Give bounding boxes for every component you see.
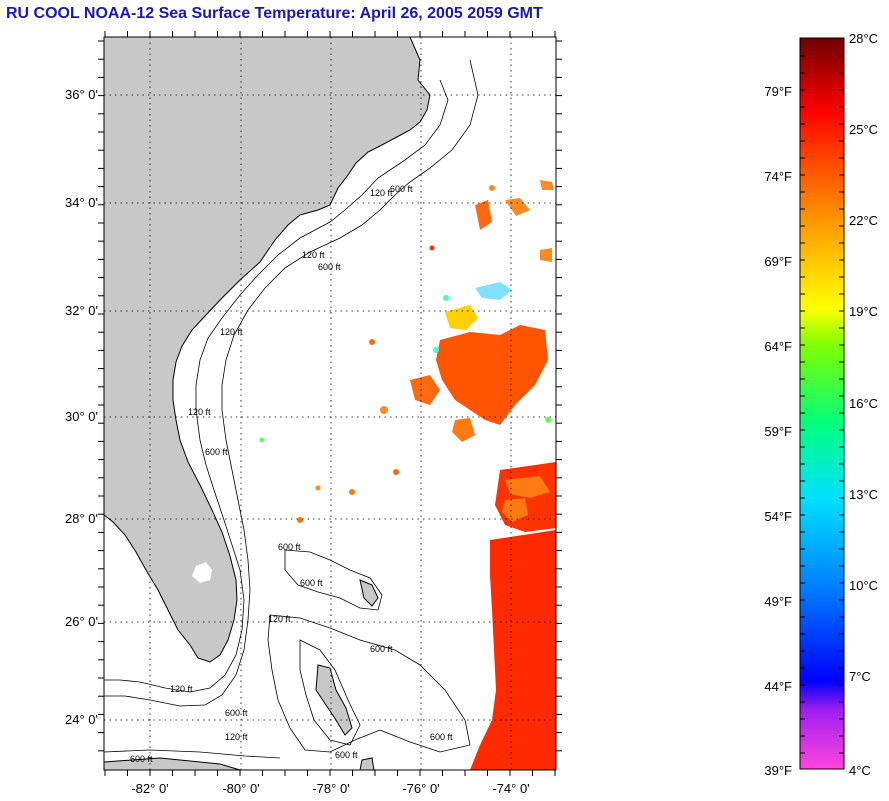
isobath-label: 120 ft [370,188,393,198]
land-cuba-edge [104,757,241,770]
lat-label: 28° 0' [65,511,98,526]
isobath-label: 600 ft [300,578,323,588]
isobath-label: 120 ft [188,407,211,417]
isobath-label: 600 ft [205,447,228,457]
colorbar-ticks [800,55,844,754]
isobath-label: 120 ft [170,684,193,694]
colorbar-c-label: 13°C [849,487,878,502]
colorbar-f-label: 54°F [764,509,792,524]
colorbar-c-label: 19°C [849,304,878,319]
lat-label: 32° 0' [65,303,98,318]
isobath-label: 600 ft [430,732,453,742]
lake-okeechobee [192,562,212,583]
colorbar-f-label: 59°F [764,424,792,439]
lon-label: -80° 0' [222,781,259,796]
land-us-coast [104,37,431,663]
lat-label: 36° 0' [65,87,98,102]
isobath-label: 600 ft [370,644,393,654]
isobath-label: 600 ft [278,542,301,552]
colorbar-c-label: 7°C [849,669,871,684]
isobath-label: 600 ft [130,754,153,764]
colorbar-c-label: 4°C [849,763,871,778]
colorbar-f-label: 44°F [764,679,792,694]
isobath-label: 120 ft [220,327,243,337]
lon-label: -78° 0' [312,781,349,796]
isobath-label: 600 ft [390,184,413,194]
lat-label: 24° 0' [65,712,98,727]
sst-data-layer [259,180,556,770]
colorbar-f-label: 69°F [764,254,792,269]
isobath-label: 120 ft [302,250,325,260]
land-bahamas-south [359,757,375,770]
lon-label: -76° 0' [402,781,439,796]
colorbar-c-label: 25°C [849,122,878,137]
land-bahamas-abaco [359,579,379,607]
isobath-label: 120 ft [268,614,291,624]
lat-label: 26° 0' [65,614,98,629]
isobath-label: 600 ft [225,708,248,718]
colorbar-c-label: 28°C [849,31,878,46]
isobath-bahamas-2 [267,614,471,753]
isobath-600ft [104,59,479,707]
isobath-label: 120 ft [225,732,248,742]
colorbar-f-label: 39°F [764,763,792,778]
axis-ticks [98,31,562,776]
colorbar [799,37,845,770]
lat-label: 34° 0' [65,195,98,210]
isobath-120ft [104,79,449,693]
colorbar-f-label: 49°F [764,594,792,609]
colorbar-c-label: 22°C [849,213,878,228]
isobath-keys [104,749,281,759]
lon-label: -74° 0' [492,781,529,796]
lon-label: -82° 0' [131,781,168,796]
colorbar-c-label: 10°C [849,578,878,593]
isobath-label: 600 ft [318,262,341,272]
map-title: RU COOL NOAA-12 Sea Surface Temperature:… [6,5,543,22]
colorbar-f-label: 79°F [764,84,792,99]
lat-label: 30° 0' [65,409,98,424]
isobath-label: 600 ft [335,750,358,760]
colorbar-f-label: 64°F [764,339,792,354]
colorbar-f-label: 74°F [764,169,792,184]
land-bahamas-andros [315,664,353,736]
colorbar-c-label: 16°C [849,396,878,411]
graticule [104,37,556,770]
isobath-bahamas-3 [299,639,361,746]
isobath-bahamas-1 [284,549,383,611]
